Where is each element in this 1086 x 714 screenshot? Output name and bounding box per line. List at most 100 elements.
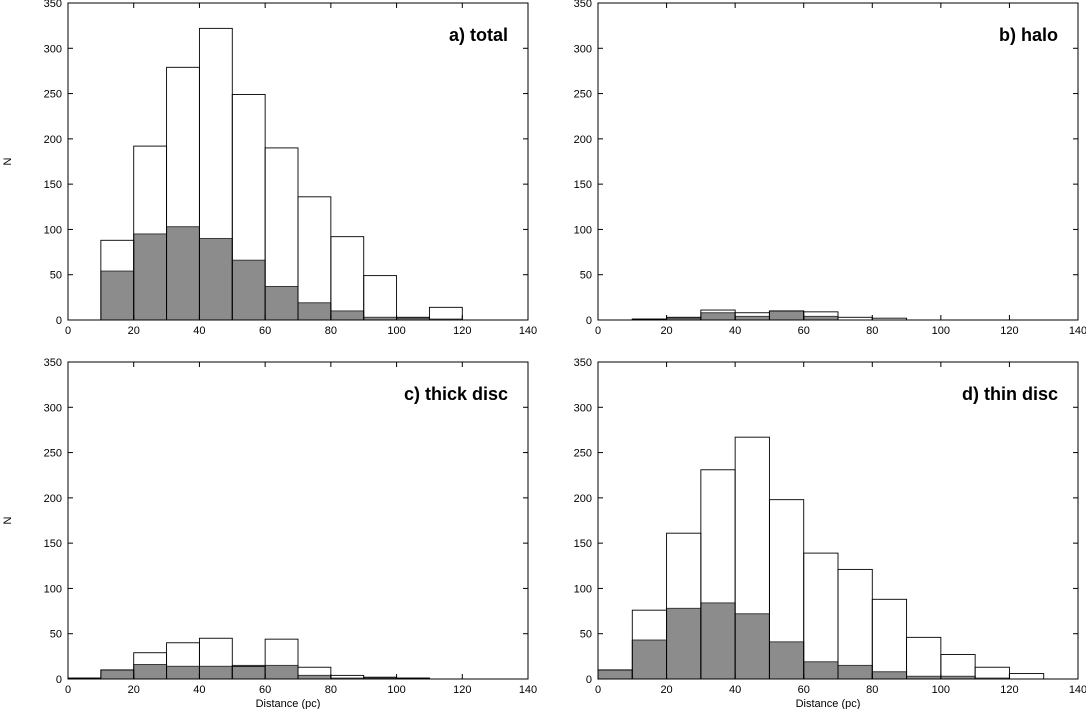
y-tick-label: 100 [44,224,62,236]
y-tick-label: 0 [586,315,592,327]
y-tick-label: 250 [574,89,592,101]
x-tick-label: 60 [259,684,271,696]
bar-open [940,654,976,680]
bar-filled [803,661,839,680]
bar-filled [198,665,233,680]
y-axis-label: N [2,157,14,165]
x-tick-label: 20 [128,325,140,337]
x-tick-label: 40 [193,325,205,337]
y-tick-label: 300 [574,402,592,414]
x-tick-label: 20 [660,325,672,337]
x-tick-label: 20 [660,684,672,696]
bar-open [330,236,365,321]
bar-filled [297,674,332,680]
x-tick-label: 80 [325,325,337,337]
x-tick-label: 120 [1000,684,1018,696]
bar-filled [100,270,135,321]
x-tick-label: 120 [453,325,471,337]
bar-open [297,196,332,321]
panel-title: c) thick disc [404,384,508,404]
bar-filled [803,315,839,321]
bar-filled [768,310,805,321]
bar-open [363,275,398,321]
bar-filled [734,315,770,321]
y-tick-label: 50 [50,270,62,282]
bar-open [428,306,463,321]
bar-filled [166,665,200,680]
bar-filled [166,226,200,321]
bar-filled [768,641,805,680]
x-tick-label: 40 [193,684,205,696]
y-tick-label: 350 [44,0,62,10]
x-tick-label: 100 [932,325,950,337]
y-tick-label: 150 [574,179,592,191]
bar-filled [297,302,332,321]
y-tick-label: 300 [44,402,62,414]
x-tick-label: 140 [519,325,537,337]
y-tick-label: 200 [574,134,592,146]
bar-open [297,666,332,680]
bar-filled [198,237,233,321]
bar-open [1008,673,1045,680]
bar-filled [734,613,770,680]
bar-filled [666,607,702,680]
bar-open [837,568,873,680]
x-tick-label: 140 [1069,325,1086,337]
panel-d: 0 20 40 60 80 100 120 140 0 50 100 150 200 250 300 350 d… [574,357,1086,710]
y-tick-label: 350 [574,0,592,10]
x-tick-label: 0 [65,325,71,337]
bar-filled [700,602,736,680]
bar-filled [597,669,633,680]
x-tick-label: 60 [798,325,810,337]
plot-frame [67,361,529,680]
x-tick-label: 100 [932,684,950,696]
x-tick-label: 140 [1069,684,1086,696]
bar-open [906,636,942,680]
bar-filled [264,285,299,321]
y-tick-label: 300 [44,43,62,55]
bar-filled [100,669,135,680]
bar-filled [700,312,736,321]
bar-open [803,552,839,680]
y-tick-label: 0 [586,674,592,686]
y-tick-label: 250 [574,448,592,460]
x-tick-label: 120 [453,684,471,696]
y-tick-label: 350 [44,357,62,369]
x-tick-label: 0 [65,684,71,696]
y-tick-label: 100 [44,583,62,595]
x-tick-label: 60 [798,684,810,696]
y-tick-label: 200 [44,493,62,505]
x-axis-label: Distance (pc) [256,698,321,709]
bar-filled [231,664,266,680]
y-tick-label: 250 [44,448,62,460]
panel-title: a) total [449,25,508,45]
x-tick-label: 80 [325,684,337,696]
x-tick-label: 40 [729,684,741,696]
panel-title: b) halo [999,25,1058,45]
bar-open [837,316,873,321]
y-tick-label: 0 [56,674,62,686]
y-tick-label: 150 [574,538,592,550]
x-tick-label: 80 [866,684,878,696]
x-tick-label: 140 [519,684,537,696]
y-tick-label: 150 [44,538,62,550]
x-tick-label: 80 [866,325,878,337]
panel-b: 0 20 40 60 80 100 120 140 0 50 100 150 200 250 300 350 b… [574,0,1086,337]
x-tick-label: 60 [259,325,271,337]
x-tick-label: 100 [387,325,405,337]
bar-filled [231,259,266,321]
y-tick-label: 350 [574,357,592,369]
bar-filled [631,639,668,680]
bar-filled [330,310,365,321]
bar-open [264,638,299,680]
y-tick-label: 100 [574,224,592,236]
y-tick-label: 50 [580,629,592,641]
x-tick-label: 0 [595,684,601,696]
y-axis-label: N [2,516,14,524]
y-tick-label: 200 [574,493,592,505]
y-tick-label: 200 [44,134,62,146]
y-tick-label: 50 [580,270,592,282]
bar-filled [837,664,873,680]
